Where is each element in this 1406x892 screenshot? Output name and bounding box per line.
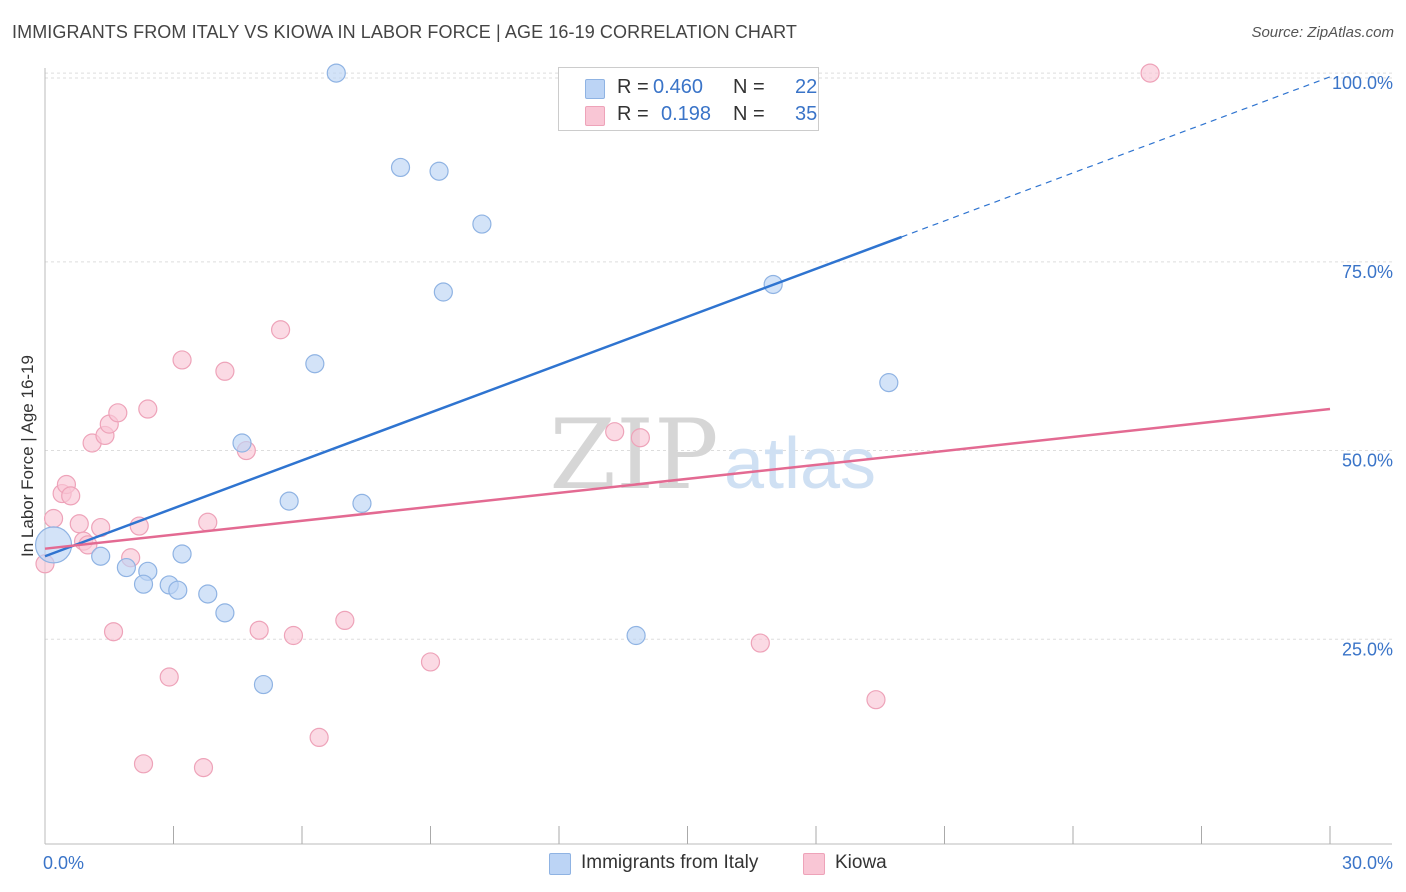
bottom-legend-label-kiowa: Kiowa <box>835 852 887 873</box>
italy-data-point <box>91 546 111 566</box>
watermark-atlas: atlas <box>724 424 876 504</box>
x-tick-label: 0.0% <box>43 853 84 873</box>
italy-data-point <box>879 373 899 393</box>
italy-data-point <box>168 580 188 600</box>
italy-data-point <box>172 544 192 564</box>
x-tick-label: 30.0% <box>1342 853 1393 873</box>
legend-n-value: 35 <box>795 103 818 125</box>
italy-trend-extension <box>901 76 1331 238</box>
kiowa-data-point <box>215 361 235 381</box>
italy-data-point <box>352 493 372 513</box>
kiowa-trend-line <box>44 407 1331 550</box>
italy-points <box>34 63 899 695</box>
italy-data-point <box>116 557 136 578</box>
axes <box>44 68 1392 845</box>
legend-r-value: 0.460 <box>653 76 704 98</box>
y-tick-label: 75.0% <box>1342 262 1393 282</box>
kiowa-data-point <box>420 652 441 672</box>
italy-data-point <box>433 282 453 302</box>
italy-trend-line <box>44 235 903 558</box>
tick-labels: 25.0% 50.0% 75.0% 100.0% 0.0% 30.0% <box>43 73 1393 873</box>
kiowa-data-point <box>750 633 770 653</box>
italy-data-point <box>253 674 274 695</box>
italy-data-point <box>133 574 154 594</box>
grid-lines <box>45 72 1392 640</box>
kiowa-data-point <box>172 350 192 370</box>
kiowa-data-point <box>605 422 625 442</box>
chart-title: IMMIGRANTS FROM ITALY VS KIOWA IN LABOR … <box>12 22 797 42</box>
kiowa-data-point <box>249 620 269 640</box>
legend-r-value: 0.198 <box>661 103 712 125</box>
legend-n-value: 22 <box>795 76 818 98</box>
italy-data-point <box>472 214 492 234</box>
kiowa-data-point <box>69 514 89 534</box>
kiowa-data-point <box>335 610 355 631</box>
trend-lines <box>44 76 1331 558</box>
legend-r-label: R = <box>617 103 649 125</box>
legend-swatch-kiowa <box>585 106 605 126</box>
y-tick-label: 100.0% <box>1332 73 1393 93</box>
bottom-legend-label-italy: Immigrants from Italy <box>581 852 759 873</box>
legend-n-label: N = <box>733 76 765 98</box>
watermark: ZIP atlas <box>549 399 876 511</box>
kiowa-data-point <box>43 508 64 529</box>
kiowa-data-point <box>193 758 214 778</box>
kiowa-data-point <box>1140 63 1160 83</box>
italy-data-point <box>215 603 235 623</box>
source-label: Source: ZipAtlas.com <box>1251 24 1394 41</box>
italy-data-point <box>326 63 346 83</box>
y-tick-label: 50.0% <box>1342 451 1393 471</box>
bottom-legend-swatch-italy <box>549 853 571 875</box>
correlation-legend: R = 0.460 N = 22 R = 0.198 N = 35 <box>558 67 819 131</box>
legend-r-label: R = <box>617 76 649 98</box>
y-axis-title: In Labor Force | Age 16-19 <box>18 355 37 557</box>
kiowa-data-point <box>198 512 218 532</box>
italy-data-point <box>305 354 325 374</box>
italy-data-point <box>198 584 218 604</box>
kiowa-data-point <box>108 403 128 423</box>
kiowa-data-point <box>270 320 291 340</box>
italy-data-point <box>279 491 299 511</box>
italy-data-point <box>626 625 646 646</box>
italy-data-point <box>34 526 73 564</box>
kiowa-data-point <box>103 622 124 642</box>
y-tick-label: 25.0% <box>1342 639 1393 659</box>
kiowa-data-point <box>866 690 886 710</box>
legend-n-label: N = <box>733 103 765 125</box>
watermark-zip: ZIP <box>549 399 718 511</box>
kiowa-data-point <box>283 625 304 646</box>
italy-data-point <box>232 433 252 453</box>
italy-data-point <box>390 157 411 178</box>
legend-swatch-italy <box>585 79 605 99</box>
kiowa-data-point <box>138 399 158 419</box>
kiowa-data-point <box>61 486 81 506</box>
kiowa-data-point <box>133 754 154 774</box>
italy-data-point <box>429 161 449 181</box>
kiowa-data-point <box>159 667 179 687</box>
kiowa-data-point <box>630 428 650 448</box>
bottom-legend-swatch-kiowa <box>803 853 825 875</box>
kiowa-data-point <box>309 727 329 748</box>
